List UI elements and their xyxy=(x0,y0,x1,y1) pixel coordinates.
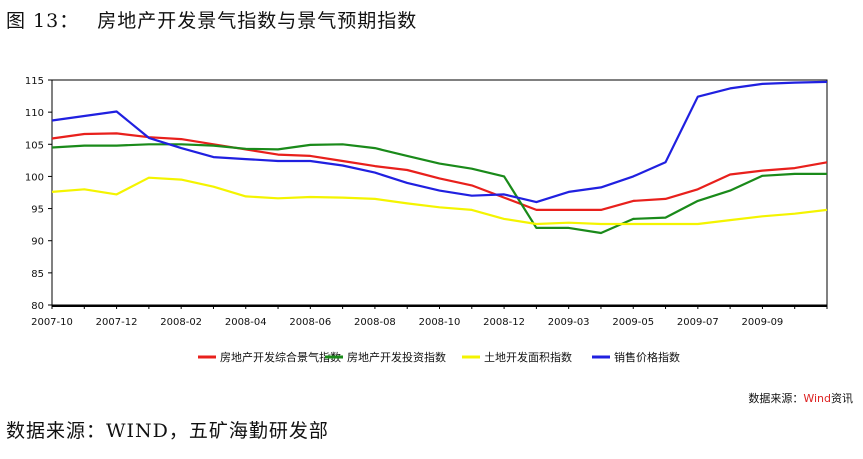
series-line-2 xyxy=(51,143,827,235)
legend-label-2: 房地产开发投资指数 xyxy=(347,350,446,364)
figure-title-text: 房地产开发景气指数与景气预期指数 xyxy=(97,10,418,32)
y-tick-label: 115 xyxy=(25,76,44,87)
x-tick-label: 2008-10 xyxy=(419,317,461,328)
x-tick-label: 2008-12 xyxy=(483,317,525,328)
legend-label-4: 销售价格指数 xyxy=(614,350,680,364)
y-tick-label: 85 xyxy=(31,269,44,280)
x-tick-label: 2008-02 xyxy=(160,317,202,328)
x-tick-label: 2008-06 xyxy=(289,317,331,328)
figure-number: 图 13： xyxy=(6,10,80,32)
wind-source-suffix: 资讯 xyxy=(831,392,853,405)
y-tick-label: 100 xyxy=(25,172,44,183)
y-tick-label: 105 xyxy=(25,140,44,151)
legend-label-3: 土地开发面积指数 xyxy=(484,350,572,364)
line-chart: 80 85 90 95 100 105 110 115 2007-10 2007-12 2008-0… xyxy=(25,76,828,364)
wind-source-note: 数据来源：Wind资讯 xyxy=(748,390,853,406)
wind-brand: Wind xyxy=(803,392,831,405)
legend-label-1: 房地产开发综合景气指数 xyxy=(220,350,341,364)
series-line-4 xyxy=(51,80,828,204)
data-source-footer: 数据来源：WIND，五矿海勤研发部 xyxy=(6,420,329,442)
x-tick-label: 2009-05 xyxy=(612,317,654,328)
plot-frame xyxy=(51,79,828,306)
x-tick-label: 2009-03 xyxy=(548,317,590,328)
y-tick-label: 95 xyxy=(31,205,44,216)
wind-source-prefix: 数据来源： xyxy=(748,392,804,405)
y-tick-label: 80 xyxy=(31,301,44,312)
y-tick-label: 90 xyxy=(31,237,44,248)
y-tick-label: 110 xyxy=(25,108,44,119)
series-line-3 xyxy=(51,176,828,226)
figure-title: 图 13： 房地产开发景气指数与景气预期指数 xyxy=(6,6,417,33)
series-line-1 xyxy=(51,132,828,211)
x-tick-label: 2009-09 xyxy=(742,317,784,328)
x-tick-label: 2007-10 xyxy=(31,317,73,328)
x-tick-label: 2008-08 xyxy=(354,317,396,328)
x-tick-label: 2007-12 xyxy=(96,317,138,328)
x-tick-label: 2009-07 xyxy=(677,317,719,328)
x-tick-label: 2008-04 xyxy=(225,317,267,328)
